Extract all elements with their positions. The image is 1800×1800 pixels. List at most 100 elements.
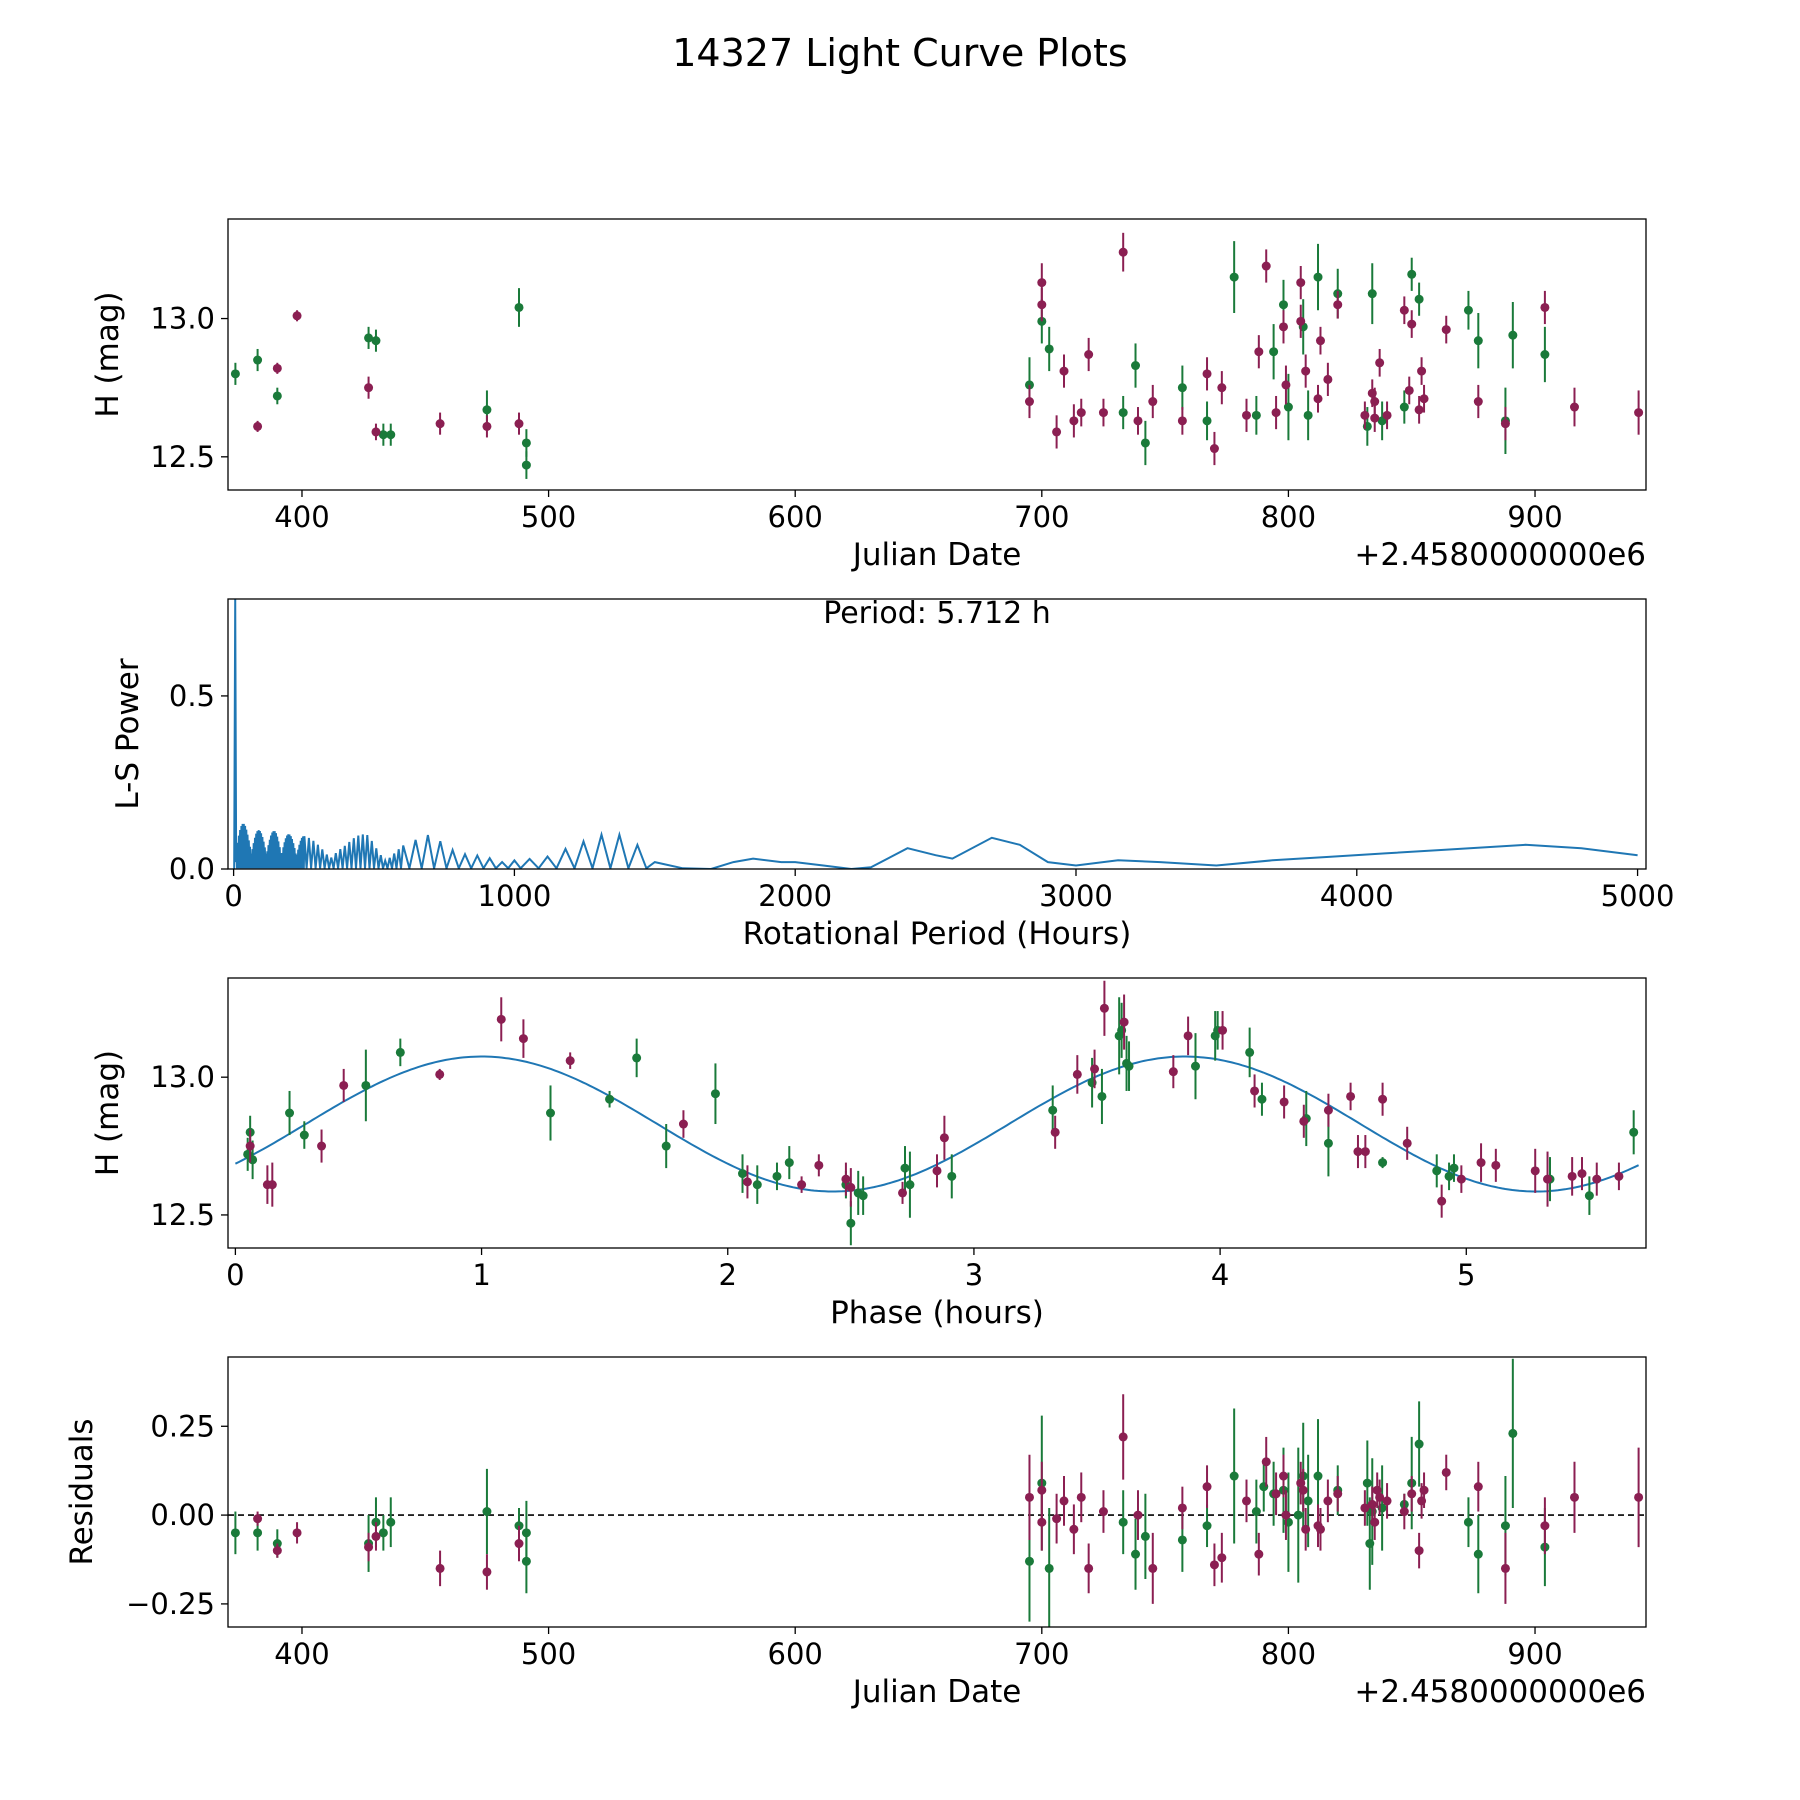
- data-point-magenta: [1543, 1174, 1553, 1184]
- data-point-green: [1303, 1496, 1313, 1506]
- data-point-magenta: [1133, 416, 1143, 426]
- data-point-magenta: [1299, 1116, 1309, 1126]
- data-point-magenta: [1301, 1524, 1311, 1534]
- data-point-green: [1362, 1478, 1372, 1488]
- data-point-magenta: [1441, 1467, 1451, 1477]
- x-tick-label: 4: [1211, 1258, 1229, 1292]
- data-point-green: [1251, 410, 1261, 420]
- data-point-magenta: [1241, 1496, 1251, 1506]
- data-point-magenta: [1382, 1496, 1392, 1506]
- data-point-magenta: [1177, 416, 1187, 426]
- data-point-green: [1540, 350, 1550, 359]
- data-point-magenta: [1323, 374, 1333, 384]
- data-point-magenta: [1076, 1492, 1086, 1502]
- y-tick-label: 0.25: [150, 1409, 215, 1443]
- x-tick-label: 0: [226, 1258, 244, 1292]
- data-point-magenta: [1315, 336, 1325, 346]
- y-tick-label: 0.00: [150, 1498, 215, 1532]
- data-point-magenta: [1069, 1524, 1079, 1534]
- data-point-green: [1584, 1191, 1594, 1201]
- data-point-green: [947, 1171, 957, 1181]
- x-tick-label: 5: [1457, 1258, 1475, 1292]
- data-point-magenta: [1567, 1171, 1577, 1181]
- data-point-green: [772, 1171, 782, 1181]
- data-point-magenta: [1414, 405, 1424, 415]
- x-tick-label: 1000: [478, 879, 552, 913]
- data-point-magenta: [1500, 419, 1510, 429]
- data-point-magenta: [1183, 1031, 1193, 1041]
- data-point-magenta: [1209, 1560, 1219, 1570]
- data-point-magenta: [1072, 1069, 1082, 1079]
- data-point-green: [1449, 1163, 1459, 1173]
- data-point-green: [361, 1080, 371, 1090]
- data-point-green: [1177, 1535, 1187, 1545]
- data-point-magenta: [1404, 385, 1414, 395]
- x-tick-label: 700: [1014, 500, 1069, 534]
- data-point-magenta: [1050, 1127, 1060, 1137]
- data-point-green: [1177, 383, 1187, 393]
- x-tick-label: 500: [521, 1637, 576, 1671]
- x-tick-label: 400: [274, 1637, 329, 1671]
- data-point-green: [521, 1556, 531, 1566]
- data-point-magenta: [1278, 322, 1288, 332]
- data-point-magenta: [245, 1141, 255, 1151]
- data-point-green: [1283, 402, 1293, 412]
- data-point-green: [386, 430, 396, 440]
- data-point-green: [1500, 1521, 1510, 1531]
- axes-frame: [227, 1356, 1647, 1628]
- data-point-green: [738, 1169, 748, 1179]
- data-point-green: [364, 333, 374, 343]
- data-point-green: [378, 1528, 388, 1538]
- data-point-magenta: [1634, 1492, 1644, 1502]
- data-point-green: [230, 1528, 240, 1538]
- data-point-green: [858, 1191, 868, 1201]
- data-point-green: [1313, 1471, 1323, 1481]
- data-point-magenta: [1375, 1492, 1385, 1502]
- data-point-magenta: [1346, 1091, 1356, 1101]
- data-point-magenta: [1099, 1003, 1109, 1013]
- data-point-magenta: [1441, 325, 1451, 335]
- data-point-magenta: [1279, 1097, 1289, 1107]
- data-point-magenta: [797, 1180, 807, 1190]
- data-point-green: [1367, 289, 1377, 299]
- data-point-magenta: [1296, 316, 1306, 326]
- data-point-magenta: [1098, 1507, 1108, 1517]
- data-point-magenta: [1407, 1489, 1417, 1499]
- data-point-magenta: [1315, 1524, 1325, 1534]
- data-point-magenta: [253, 421, 263, 431]
- data-point-magenta: [435, 1563, 445, 1573]
- data-point-magenta: [1037, 278, 1047, 288]
- x-offset-label: +2.4580000000e6: [1354, 537, 1646, 573]
- data-point-magenta: [1417, 366, 1427, 376]
- data-point-magenta: [496, 1014, 506, 1024]
- period-annotation: Period: 5.712 h: [823, 596, 1051, 631]
- data-point-green: [1444, 1171, 1454, 1181]
- data-point-green: [1414, 294, 1424, 304]
- data-point-green: [1140, 1531, 1150, 1541]
- data-point-magenta: [514, 1539, 524, 1549]
- data-point-green: [1323, 1138, 1333, 1148]
- data-point-green: [521, 460, 531, 470]
- x-tick-label: 500: [521, 500, 576, 534]
- data-point-magenta: [1271, 1489, 1281, 1499]
- data-point-green: [1190, 1061, 1200, 1071]
- data-point-magenta: [1296, 278, 1306, 288]
- data-point-magenta: [1119, 1017, 1129, 1027]
- x-tick-label: 3000: [1039, 879, 1113, 913]
- data-point-magenta: [1084, 1563, 1094, 1573]
- data-point-magenta: [1473, 397, 1483, 407]
- data-point-green: [1432, 1166, 1442, 1176]
- data-point-magenta: [1353, 1147, 1363, 1157]
- data-point-magenta: [1168, 1067, 1178, 1077]
- data-point-green: [521, 438, 531, 448]
- data-point-magenta: [482, 1567, 492, 1577]
- x-tick-label: 600: [768, 500, 823, 534]
- x-tick-label: 400: [274, 500, 329, 534]
- data-point-green: [1399, 402, 1409, 412]
- data-point-magenta: [1360, 1147, 1370, 1157]
- data-point-magenta: [1024, 397, 1034, 407]
- data-point-green: [1202, 416, 1212, 426]
- y-axis-label: L-S Power: [110, 658, 146, 809]
- data-point-magenta: [1090, 1064, 1100, 1074]
- data-point-green: [386, 1517, 396, 1527]
